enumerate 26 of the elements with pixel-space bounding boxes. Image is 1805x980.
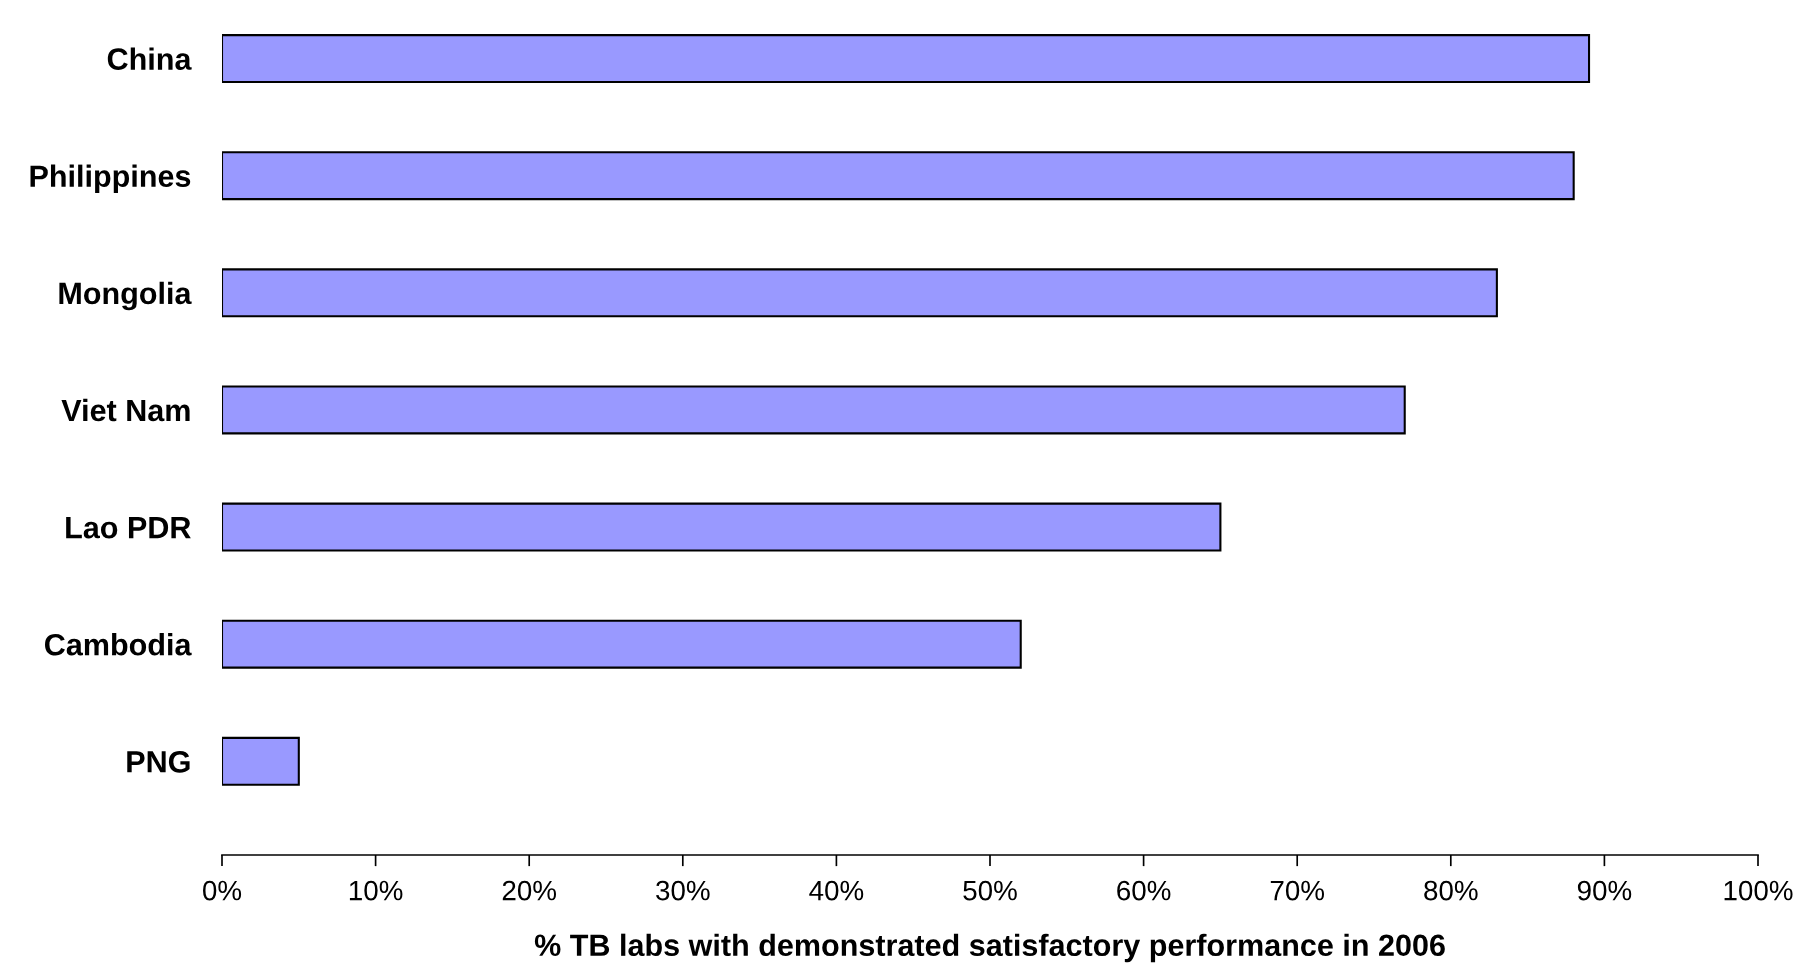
y-tick-label: China	[107, 47, 192, 70]
bar	[222, 268, 1498, 318]
bar	[222, 385, 1406, 435]
x-tick-label: 60%	[1117, 880, 1171, 901]
x-tick-label: 70%	[1270, 880, 1325, 901]
y-tick-label: Cambodia	[45, 633, 192, 656]
x-tick-label: 40%	[809, 880, 864, 901]
x-tick-label: 30%	[656, 880, 710, 901]
x-tick-label: 50%	[963, 880, 1017, 901]
x-tick-label: 100%	[1724, 880, 1793, 901]
x-tick-label: 10%	[349, 880, 403, 901]
bar	[222, 736, 300, 786]
x-tick-label: 80%	[1424, 880, 1478, 901]
bar	[222, 619, 1022, 669]
y-tick-label: Lao PDR	[66, 517, 191, 539]
y-tick-label: Philippines	[30, 164, 191, 194]
y-tick-label: PNG	[127, 751, 190, 773]
y-tick-label: Viet Nam	[61, 398, 190, 422]
x-tick-label: 20%	[502, 880, 557, 901]
bar	[222, 151, 1575, 201]
x-axis-title: % TB labs with demonstrated satisfactory performance in 2006	[534, 933, 1445, 963]
x-tick-label: 90%	[1577, 880, 1632, 901]
x-tick-label: 0%	[203, 880, 242, 901]
bar	[222, 34, 1591, 84]
y-tick-label: Mongolia	[59, 281, 192, 311]
bar	[222, 502, 1222, 552]
